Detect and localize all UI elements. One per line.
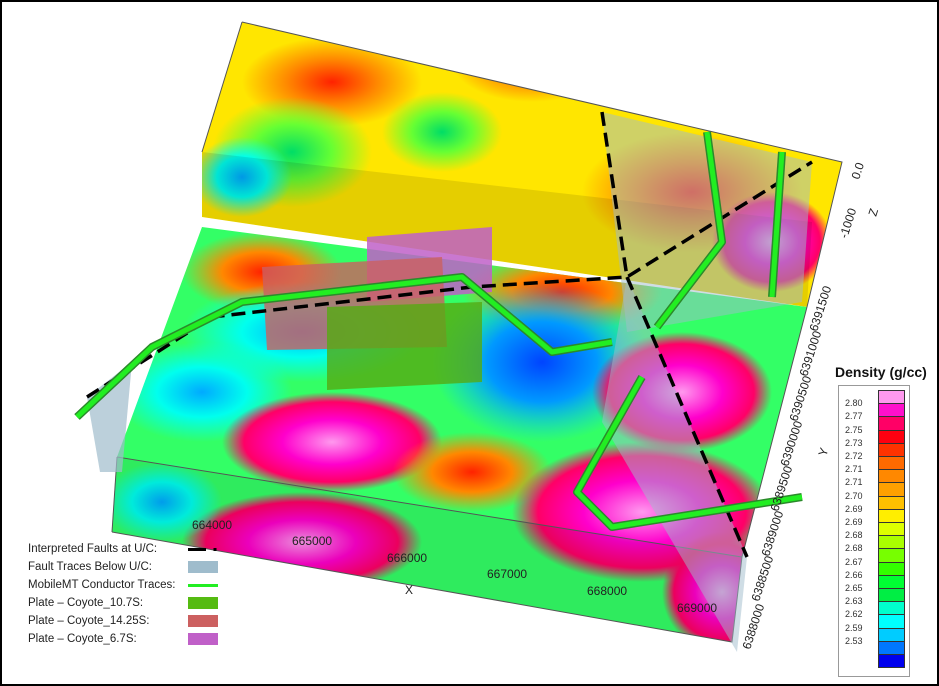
colorbar-label: 2.77 [845,411,863,422]
y-tick-label: 6389000 [759,509,787,558]
x-tick-label: 665000 [292,534,332,548]
colorbar-swatch [878,574,905,589]
colorbar-swatch [878,495,905,510]
y-tick-label: 6389500 [768,464,796,513]
y-tick-label: 6388000 [740,602,768,651]
colorbar-swatch [878,429,905,444]
colorbar-swatch [878,535,905,550]
colorbar-label: 2.68 [845,543,863,554]
colorbar-swatch [878,403,905,418]
colorbar-swatch [878,416,905,431]
colorbar-label: 2.66 [845,569,863,580]
legend-label: MobileMT Conductor Traces: [28,579,176,591]
colorbar-label: 2.70 [845,490,863,501]
colorbar-label: 2.62 [845,609,863,620]
colorbar-title: Density (g/cc) [835,364,927,380]
colorbar-swatch [878,442,905,457]
colorbar-swatch [878,469,905,484]
x-tick-label: 666000 [387,551,427,565]
z-tick-label: -1000 [837,206,860,240]
colorbar-swatch [878,390,905,405]
colorbar-label: 2.68 [845,530,863,541]
plate-coyote-10-7s [327,302,482,390]
colorbar-label: 2.69 [845,503,863,514]
colorbar-label: 2.65 [845,583,863,593]
colorbar-label: 2.59 [845,622,863,633]
swatch-symbol [188,597,218,609]
colorbar-label: 2.73 [845,437,863,448]
colorbar-swatch [878,522,905,537]
z-axis-label: Z [866,207,882,218]
colorbar-label: 2.71 [845,477,863,488]
colorbar-label: 2.67 [845,556,863,567]
colorbar-label: 2.53 [845,635,863,646]
colorbar-swatch [878,561,905,576]
line-symbol [188,584,218,587]
mobilemt-conductor-traces [75,131,803,530]
colorbar-swatch [878,588,905,603]
fault-trace-below-uc [602,112,812,332]
legend-item-interpreted-faults: Interpreted Faults at U/C: [28,540,228,558]
x-axis: 664000 665000 666000 667000 668000 66900… [192,518,717,615]
legend-item-plate-6-7s: Plate – Coyote_6.7S: [28,630,228,648]
legend-item-fault-traces: Fault Traces Below U/C: [28,558,228,576]
legend-label: Interpreted Faults at U/C: [28,543,158,555]
map-legend: Interpreted Faults at U/C: Fault Traces … [28,540,228,648]
x-tick-label: 667000 [487,567,527,581]
z-tick-label: 0.0 [849,160,868,181]
colorbar-label: 2.75 [845,424,863,435]
y-tick-label: 6391000 [797,329,825,378]
y-tick-label: 6390000 [778,419,806,468]
y-tick-label: 6390500 [787,374,815,423]
legend-label: Plate – Coyote_10.7S: [28,597,144,609]
colorbar-label: 2.69 [845,517,863,527]
legend-label: Plate – Coyote_6.7S: [28,633,137,645]
swatch-symbol [188,561,218,573]
z-axis: 0.0 -1000 Z [837,160,882,240]
swatch-symbol [188,615,218,627]
legend-label: Fault Traces Below U/C: [28,561,152,573]
x-axis-label: X [405,583,413,597]
x-tick-label: 668000 [587,584,627,598]
legend-label: Plate – Coyote_14.25S: [28,615,150,627]
legend-item-plate-14-25s: Plate – Coyote_14.25S: [28,612,228,630]
colorbar-swatch [878,508,905,523]
colorbar-label: 2.63 [845,596,863,607]
colorbar-label: 2.71 [845,464,863,475]
swatch-symbol [188,633,218,645]
fault-trace-below-uc [602,277,747,652]
colorbar-swatch [878,548,905,563]
colorbar-swatch [878,640,905,655]
density-colorbar: 2.80 2.77 2.75 2.73 2.72 2.71 2.71 2.70 2.69 2.69… [838,385,910,677]
colorbar-swatch [878,601,905,616]
colorbar-swatch [878,456,905,471]
colorbar-label: 2.72 [845,451,863,461]
dashed-line-symbol [188,548,218,551]
y-tick-label: 6388500 [749,554,777,603]
x-tick-label: 669000 [677,601,717,615]
legend-item-conductor-traces: MobileMT Conductor Traces: [28,576,228,594]
y-axis-label: Y [816,446,832,458]
colorbar-swatch [878,482,905,497]
x-tick-label: 664000 [192,518,232,532]
legend-item-plate-10-7s: Plate – Coyote_10.7S: [28,594,228,612]
colorbar-swatch [878,614,905,629]
colorbar-swatch [878,654,905,669]
colorbar-swatch [878,627,905,642]
colorbar-label: 2.80 [845,398,863,409]
